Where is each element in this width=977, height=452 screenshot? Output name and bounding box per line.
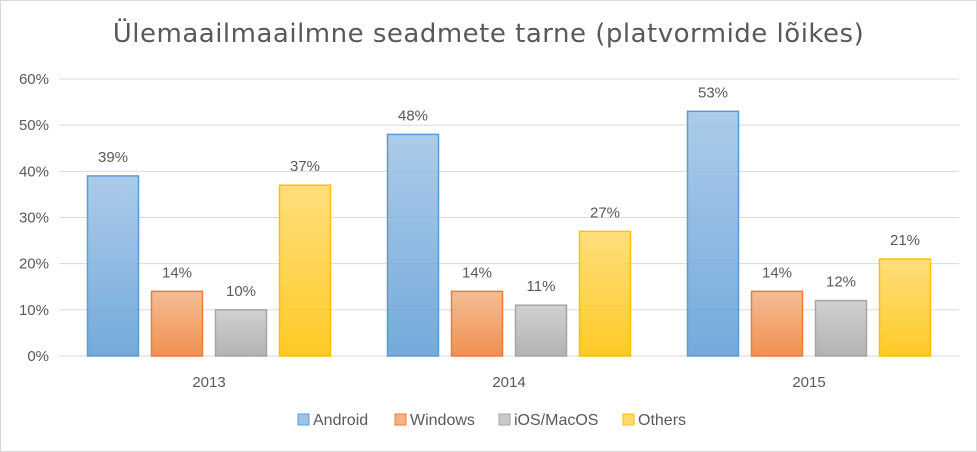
axes: 0% 10% 20% 30% 40% 50% 60% 2013 2014 2015 — [19, 71, 826, 391]
y-tick-label: 0% — [27, 348, 49, 365]
bar — [878, 258, 932, 357]
chart-title: Ülemaailmaailmne seadmete tarne (platvor… — [112, 19, 865, 49]
gridlines — [59, 78, 959, 357]
bar — [386, 133, 440, 357]
data-label: 48% — [398, 107, 428, 124]
y-tick-label: 10% — [19, 302, 49, 319]
bar — [86, 175, 140, 357]
data-label: 10% — [226, 283, 256, 300]
data-label: 37% — [290, 158, 320, 175]
y-tick-label: 40% — [19, 163, 49, 180]
bar — [686, 110, 740, 357]
legend-label: Android — [313, 412, 368, 429]
bar — [214, 309, 268, 357]
data-label: 53% — [698, 84, 728, 101]
y-tick-label: 30% — [19, 210, 49, 227]
bar — [150, 290, 204, 357]
data-label: 14% — [162, 264, 192, 281]
data-label: 39% — [98, 149, 128, 166]
data-label: 14% — [462, 264, 492, 281]
legend-swatch — [622, 413, 635, 426]
data-labels: 39% 14% 10% 37% 48% 14% 11% 27% 53% 14% 12% 21% — [98, 84, 920, 300]
data-label: 21% — [890, 232, 920, 249]
data-label: 27% — [590, 204, 620, 221]
y-tick-label: 50% — [19, 117, 49, 134]
data-label: 12% — [826, 274, 856, 291]
x-tick-label: 2014 — [492, 374, 525, 391]
legend-swatch — [394, 413, 407, 426]
y-tick-label: 60% — [19, 71, 49, 88]
x-tick-label: 2015 — [792, 374, 825, 391]
bar — [450, 290, 504, 357]
data-label: 14% — [762, 264, 792, 281]
data-label: 11% — [527, 278, 556, 295]
bar — [750, 290, 804, 357]
bar — [514, 304, 568, 357]
legend-label: iOS/MacOS — [514, 412, 598, 429]
legend-swatch — [297, 413, 310, 426]
y-tick-label: 20% — [19, 256, 49, 273]
legend-swatch — [498, 413, 511, 426]
legend-label: Others — [638, 412, 686, 429]
bar — [578, 230, 632, 357]
x-tick-label: 2013 — [192, 374, 225, 391]
bar — [814, 299, 868, 357]
bar — [278, 184, 332, 357]
legend: Android Windows iOS/MacOS Others — [297, 412, 686, 429]
legend-label: Windows — [410, 412, 475, 429]
bars — [86, 110, 932, 357]
